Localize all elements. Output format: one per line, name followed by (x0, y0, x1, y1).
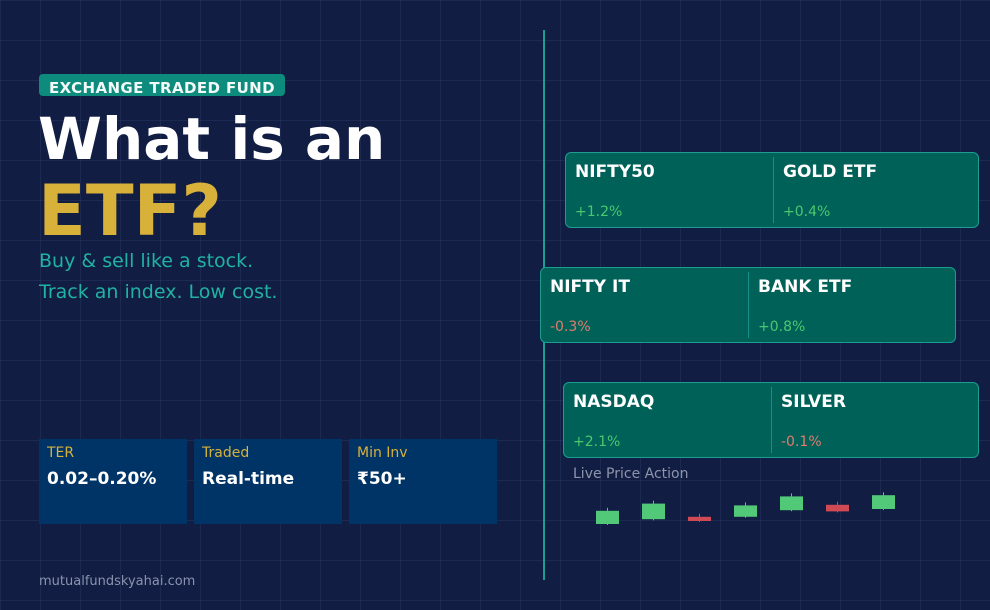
candle-up (734, 505, 757, 517)
candle-up (780, 496, 803, 511)
candle-down (826, 504, 849, 512)
ticker-name: GOLD ETF (783, 162, 878, 182)
page-title-highlight: ETF? (38, 170, 222, 252)
ticker-change: -0.3% (550, 319, 591, 335)
ticker-name: NASDAQ (573, 392, 655, 412)
stat-label: Min Inv (357, 445, 408, 461)
ticker-change: -0.1% (781, 434, 822, 450)
stat-label: Traded (202, 445, 250, 461)
ticker-separator (771, 387, 772, 453)
live-price-label: Live Price Action (573, 466, 689, 482)
stat-label: TER (47, 445, 75, 461)
ticker-name: NIFTY50 (575, 162, 655, 182)
ticker-card-1: NIFTY50 +1.2% GOLD ETF +0.4% (565, 152, 979, 228)
ticker-name: BANK ETF (758, 277, 853, 297)
candle-up (872, 495, 895, 509)
candle-up (642, 503, 665, 520)
page-title: What is an (38, 105, 386, 173)
stat-value: ₹50+ (357, 469, 407, 489)
ticker-name: NIFTY IT (550, 277, 630, 297)
candlestick-chart (596, 492, 895, 525)
ticker-change: +0.4% (783, 204, 831, 220)
ticker-separator (773, 157, 774, 223)
stat-card-min-inv: Min Inv ₹50+ (349, 439, 497, 524)
candle-up (596, 510, 619, 524)
candle-down (688, 516, 711, 521)
stat-value: Real-time (202, 469, 295, 489)
ticker-card-3: NASDAQ +2.1% SILVER -0.1% (563, 382, 979, 458)
stat-card-ter: TER 0.02–0.20% (39, 439, 187, 524)
ticker-change: +1.2% (575, 204, 623, 220)
ticker-separator (748, 272, 749, 338)
stat-value: 0.02–0.20% (47, 469, 157, 489)
ticker-card-2: NIFTY IT -0.3% BANK ETF +0.8% (540, 267, 956, 343)
ticker-name: SILVER (781, 392, 846, 412)
ticker-change: +0.8% (758, 319, 806, 335)
category-badge: EXCHANGE TRADED FUND (39, 74, 285, 96)
subtitle-line-1: Buy & sell like a stock. (39, 250, 254, 272)
stat-card-traded: Traded Real-time (194, 439, 342, 524)
subtitle-line-2: Track an index. Low cost. (39, 281, 278, 303)
footer-website: mutualfundskyahai.com (39, 574, 196, 589)
ticker-change: +2.1% (573, 434, 621, 450)
